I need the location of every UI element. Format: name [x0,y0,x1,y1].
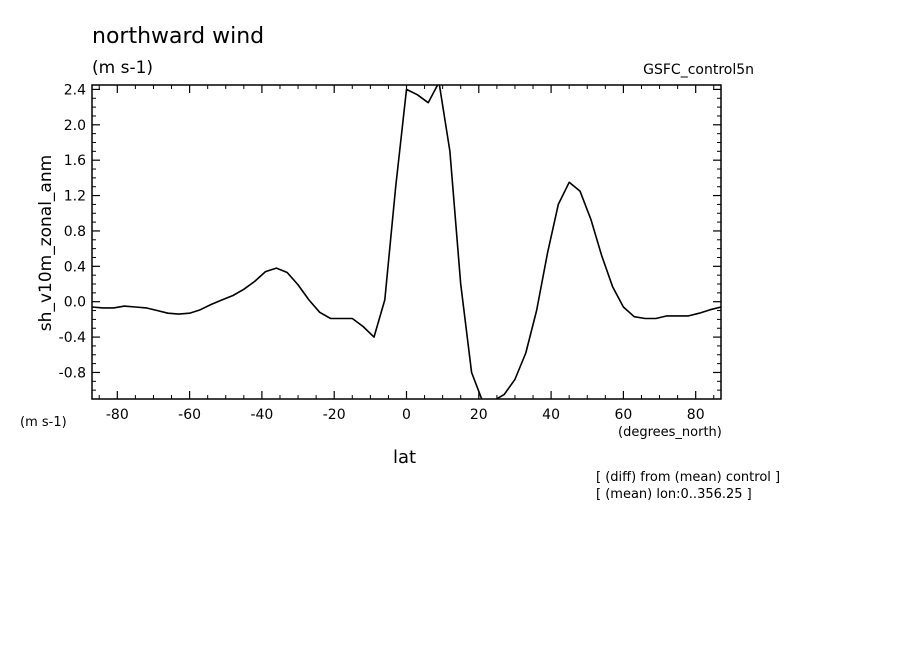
y-tick-label: -0.8 [59,365,86,381]
dataset-label: GSFC_control5n [643,62,754,78]
axis-ticks [92,85,721,400]
series-line [92,85,721,399]
y-tick-label: 0.0 [64,295,86,311]
x-axis-label: lat [393,447,417,468]
x-tick-label: -80 [106,407,129,423]
x-tick-label: -60 [178,407,201,423]
chart-units: (m s-1) [92,58,154,78]
x-tick-label: -40 [250,407,273,423]
x-tick-label: 60 [614,407,632,423]
note-mean: [ (mean) lon:0..356.25 ] [596,487,752,502]
plot-frame [91,84,722,400]
chart-title: northward wind [92,24,265,49]
x-axis-units: (degrees_north) [618,425,722,440]
y-tick-label: 1.2 [64,189,86,205]
y-tick-label: 0.4 [64,259,86,275]
x-tick-label: 80 [687,407,705,423]
y-tick-label: 0.8 [64,224,86,240]
y-tick-label: 1.6 [64,153,86,169]
x-tick-labels: -80 -60 -40 -20 0 20 40 60 80 [106,407,705,423]
y-tick-labels: 2.4 2.0 1.6 1.2 0.8 0.4 0.0 -0.4 -0.8 [59,82,86,381]
y-tick-label: 2.4 [64,82,86,98]
y-tick-label: 2.0 [64,118,86,134]
x-tick-label: 0 [402,407,411,423]
x-tick-label: -20 [323,407,346,423]
x-tick-label: 20 [470,407,488,423]
note-diff: [ (diff) from (mean) control ] [596,470,781,485]
x-tick-label: 40 [542,407,560,423]
y-axis-units: (m s-1) [20,415,67,430]
y-tick-label: -0.4 [59,330,86,346]
